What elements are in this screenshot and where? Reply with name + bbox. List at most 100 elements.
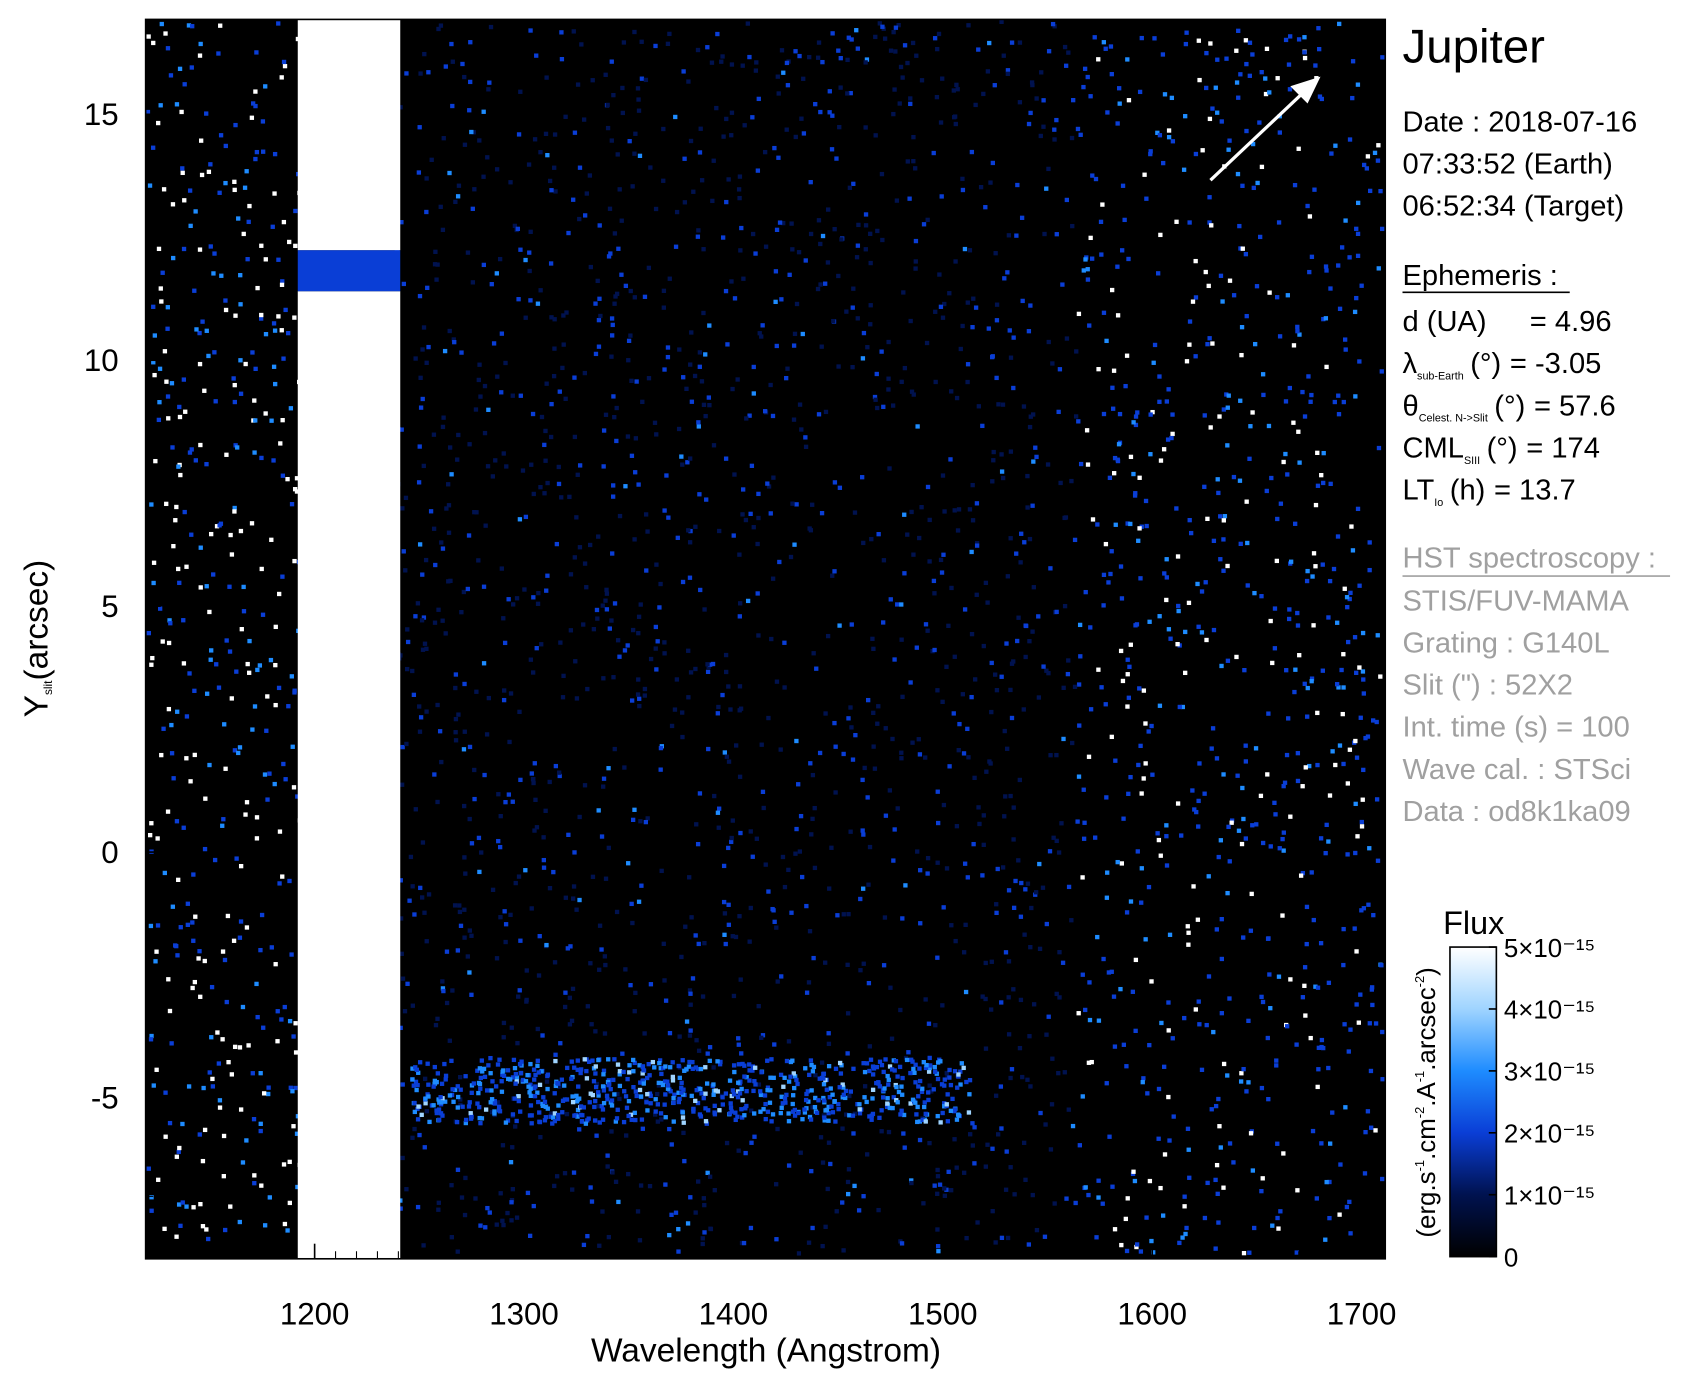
saturated-band	[297, 19, 401, 251]
pixel	[289, 502, 295, 507]
pixel	[501, 1020, 507, 1026]
pixel	[700, 994, 706, 999]
pixel	[1170, 1036, 1175, 1041]
pixel	[527, 250, 532, 255]
pixel	[1260, 1176, 1265, 1181]
pixel	[1058, 480, 1063, 486]
pixel	[779, 1105, 784, 1110]
pixel	[282, 1221, 288, 1227]
pixel	[830, 113, 835, 118]
pixel	[657, 605, 662, 610]
pixel	[1044, 186, 1049, 191]
pixel	[291, 1034, 296, 1039]
pixel	[720, 692, 725, 698]
pixel	[250, 350, 255, 355]
pixel	[645, 1092, 650, 1097]
pixel	[973, 102, 978, 108]
pixel	[599, 1104, 604, 1109]
pixel	[1132, 493, 1138, 498]
pixel	[940, 473, 946, 478]
pixel	[410, 1135, 415, 1140]
pixel	[184, 564, 189, 569]
pixel	[990, 354, 995, 359]
pixel	[545, 1073, 550, 1079]
pixel	[416, 1104, 421, 1109]
pixel	[726, 759, 732, 764]
pixel	[724, 116, 729, 122]
pixel	[1355, 82, 1361, 87]
pixel	[1135, 849, 1140, 854]
pixel	[615, 1091, 620, 1097]
pixel	[1167, 932, 1173, 937]
pixel	[1149, 1238, 1154, 1244]
pixel	[479, 1058, 484, 1063]
pixel	[721, 899, 727, 905]
pixel	[1186, 1147, 1191, 1152]
pixel	[208, 657, 213, 662]
pixel	[863, 247, 868, 252]
pixel	[1019, 215, 1025, 220]
pixel	[554, 541, 560, 547]
pixel	[1125, 657, 1130, 662]
pixel	[1006, 995, 1011, 1000]
pixel	[1186, 942, 1191, 947]
pixel	[567, 995, 573, 1000]
pixel	[1235, 171, 1241, 177]
pixel	[994, 302, 1000, 307]
pixel	[642, 1031, 647, 1036]
pixel	[629, 453, 635, 458]
pixel	[166, 416, 171, 421]
pixel	[489, 1097, 495, 1102]
pixel	[823, 1108, 828, 1113]
pixel	[663, 998, 669, 1003]
pixel	[447, 170, 452, 176]
pixel	[1242, 667, 1247, 673]
pixel	[603, 412, 609, 417]
pixel	[769, 636, 774, 642]
pixel	[1234, 654, 1239, 660]
pixel	[837, 124, 842, 130]
pixel	[857, 1102, 862, 1107]
pixel	[1166, 1000, 1171, 1005]
pixel	[927, 517, 932, 523]
pixel	[194, 327, 199, 332]
pixel	[689, 399, 695, 404]
pixel	[1308, 1035, 1313, 1041]
pixel	[917, 1119, 923, 1124]
pixel	[730, 934, 735, 939]
pixel	[273, 702, 278, 708]
pixel	[696, 941, 701, 947]
pixel	[817, 1076, 822, 1081]
pixel	[221, 817, 226, 822]
pixel	[980, 994, 985, 999]
pixel	[1207, 336, 1212, 341]
pixel	[909, 1180, 914, 1186]
pixel	[402, 1009, 408, 1014]
pixel	[876, 704, 881, 709]
pixel	[169, 751, 175, 756]
pixel	[687, 1033, 693, 1038]
pixel	[1359, 283, 1364, 288]
pixel	[638, 819, 643, 824]
pixel	[758, 1092, 764, 1098]
pixel	[1164, 834, 1169, 839]
pixel	[1030, 503, 1035, 508]
pixel	[403, 568, 408, 573]
pixel	[778, 1072, 784, 1077]
pixel	[1104, 895, 1110, 900]
pixel	[486, 87, 491, 92]
pixel	[276, 685, 282, 691]
pixel	[1221, 568, 1226, 573]
pixel	[1217, 414, 1222, 419]
pixel	[833, 1066, 839, 1071]
pixel	[1133, 414, 1139, 419]
pixel	[207, 762, 212, 768]
pixel	[562, 1097, 568, 1102]
pixel	[408, 854, 414, 860]
pixel	[763, 1116, 768, 1122]
pixel	[262, 772, 268, 777]
pixel	[1157, 703, 1163, 708]
pixel	[631, 1069, 636, 1074]
pixel	[1069, 135, 1075, 141]
pixel	[911, 159, 916, 164]
